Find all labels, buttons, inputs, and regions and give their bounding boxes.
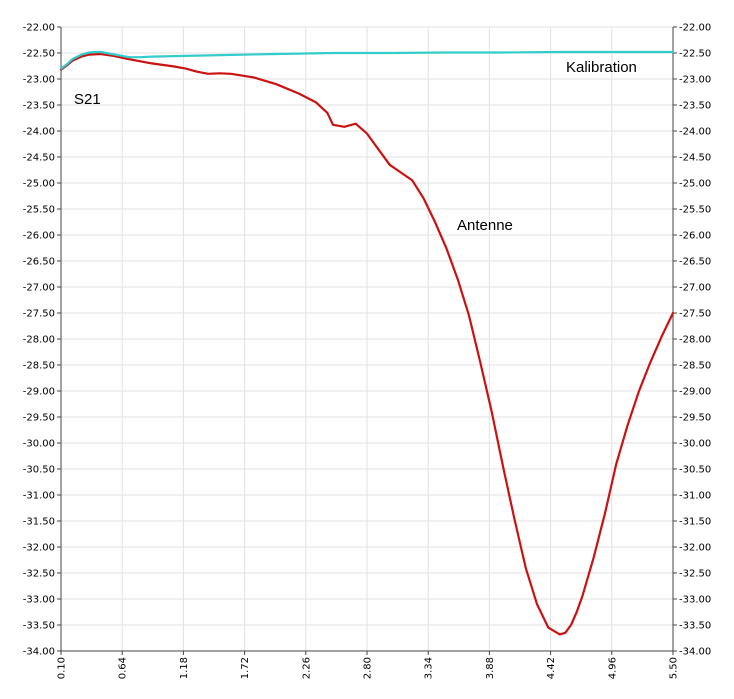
y-tick-label-left: -24.50 [23, 153, 55, 164]
x-tick-label: 2.26 [301, 657, 312, 679]
y-tick-label-right: -27.50 [679, 309, 711, 320]
y-tick-label-right: -33.50 [679, 621, 711, 632]
y-tick-label-left: -24.00 [23, 127, 55, 138]
annotation-antenne: Antenne [457, 217, 513, 234]
series-line-kalibration [59, 50, 675, 70]
y-tick-label-right: -29.00 [679, 387, 711, 398]
y-tick-label-left: -28.50 [23, 361, 55, 372]
y-tick-label-right: -25.50 [679, 205, 711, 216]
y-tick-label-right: -33.00 [679, 595, 711, 606]
y-tick-label-right: -26.00 [679, 231, 711, 242]
annotation-s21: S21 [74, 91, 101, 108]
x-tick-label: 3.34 [424, 657, 435, 679]
y-tick-label-left: -27.00 [23, 283, 55, 294]
x-tick-labels: 0.10 0.64 1.18 1.72 2.26 2.80 3.34 3.88 4.42 4.96… [57, 657, 680, 679]
y-tick-labels-left: -22.00 -22.50 -23.00 -23.50 -24.00 -24.50 -25.… [23, 23, 55, 658]
x-tick-label: 1.18 [179, 657, 190, 679]
axes [57, 26, 677, 655]
y-tick-label-left: -30.00 [23, 439, 55, 450]
y-tick-label-left: -25.50 [23, 205, 55, 216]
y-tick-label-left: -26.50 [23, 257, 55, 268]
x-tick-label: 3.88 [485, 657, 496, 679]
y-tick-label-right: -34.00 [679, 647, 711, 658]
y-tick-label-left: -29.50 [23, 413, 55, 424]
y-tick-label-right: -31.00 [679, 491, 711, 502]
y-tick-label-left: -32.00 [23, 543, 55, 554]
y-tick-label-right: -28.50 [679, 361, 711, 372]
series-lines [59, 50, 675, 636]
y-tick-label-left: -25.00 [23, 179, 55, 190]
series-line-antenne [59, 52, 675, 636]
y-tick-label-right: -24.50 [679, 153, 711, 164]
y-tick-label-left: -27.50 [23, 309, 55, 320]
y-tick-label-left: -32.50 [23, 569, 55, 580]
y-tick-label-right: -32.50 [679, 569, 711, 580]
x-tick-label: 0.10 [57, 657, 68, 679]
y-tick-label-left: -23.50 [23, 101, 55, 112]
y-tick-label-left: -22.50 [23, 49, 55, 60]
y-tick-label-left: -34.00 [23, 647, 55, 658]
y-tick-label-right: -22.00 [679, 23, 711, 34]
y-tick-label-right: -30.50 [679, 465, 711, 476]
y-tick-label-left: -31.00 [23, 491, 55, 502]
x-tick-label: 0.64 [118, 657, 129, 679]
y-tick-label-left: -33.00 [23, 595, 55, 606]
x-tick-label: 4.96 [607, 657, 618, 679]
y-tick-label-right: -28.00 [679, 335, 711, 346]
y-tick-label-right: -29.50 [679, 413, 711, 424]
y-tick-label-right: -31.50 [679, 517, 711, 528]
y-tick-label-left: -29.00 [23, 387, 55, 398]
y-tick-label-right: -30.00 [679, 439, 711, 450]
y-tick-label-right: -32.00 [679, 543, 711, 554]
y-tick-label-left: -31.50 [23, 517, 55, 528]
y-tick-label-left: -23.00 [23, 75, 55, 86]
x-tick-label: 2.80 [363, 657, 374, 679]
y-tick-label-left: -26.00 [23, 231, 55, 242]
x-tick-label: 5.50 [669, 657, 680, 679]
y-tick-label-right: -24.00 [679, 127, 711, 138]
y-tick-label-right: -25.00 [679, 179, 711, 190]
x-tick-label: 4.42 [546, 657, 557, 679]
y-tick-label-left: -22.00 [23, 23, 55, 34]
y-tick-label-left: -28.00 [23, 335, 55, 346]
y-tick-label-right: -23.50 [679, 101, 711, 112]
y-tick-label-right: -27.00 [679, 283, 711, 294]
y-tick-label-left: -30.50 [23, 465, 55, 476]
y-tick-label-right: -23.00 [679, 75, 711, 86]
y-tick-labels-right: -22.00 -22.50 -23.00 -23.50 -24.00 -24.50 -25.… [679, 23, 711, 658]
y-tick-label-right: -26.50 [679, 257, 711, 268]
y-tick-label-right: -22.50 [679, 49, 711, 60]
x-tick-label: 1.72 [240, 657, 251, 679]
y-tick-label-left: -33.50 [23, 621, 55, 632]
annotation-kalibration: Kalibration [566, 59, 637, 76]
